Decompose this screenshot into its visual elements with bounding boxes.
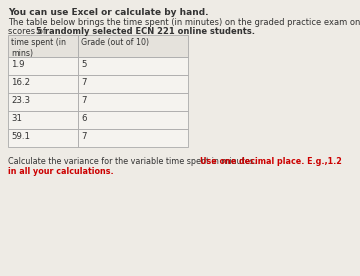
Text: in all your calculations.: in all your calculations. <box>8 167 114 176</box>
Text: The table below brings the time spent (in minutes) on the graded practice exam o: The table below brings the time spent (i… <box>8 18 360 27</box>
Bar <box>8 35 78 57</box>
Text: 1.9: 1.9 <box>11 60 24 69</box>
Text: 16.2: 16.2 <box>11 78 30 87</box>
Text: 7: 7 <box>81 96 86 105</box>
Text: 59.1: 59.1 <box>11 132 30 141</box>
Bar <box>8 93 78 111</box>
Bar <box>78 35 188 57</box>
Text: time spent (in
mins): time spent (in mins) <box>11 38 66 58</box>
Bar <box>78 111 188 129</box>
Text: Grade (out of 10): Grade (out of 10) <box>81 38 149 47</box>
Text: 7: 7 <box>81 132 86 141</box>
Bar <box>8 111 78 129</box>
Text: Calculate the variance for the variable time spent in minutes.: Calculate the variance for the variable … <box>8 157 259 166</box>
Bar <box>78 93 188 111</box>
Text: 23.3: 23.3 <box>11 96 30 105</box>
Text: You can use Excel or calculate by hand.: You can use Excel or calculate by hand. <box>8 8 208 17</box>
Bar <box>8 129 78 147</box>
Text: 7: 7 <box>81 78 86 87</box>
Text: Use one decimal place. E.g.,1.2: Use one decimal place. E.g.,1.2 <box>200 157 342 166</box>
Bar <box>8 75 78 93</box>
Text: scores of: scores of <box>8 27 49 36</box>
Text: 6: 6 <box>81 114 86 123</box>
Bar <box>8 57 78 75</box>
Text: 31: 31 <box>11 114 22 123</box>
Bar <box>78 129 188 147</box>
Bar <box>78 57 188 75</box>
Text: 5: 5 <box>81 60 86 69</box>
Text: 5 randomly selected ECN 221 online students.: 5 randomly selected ECN 221 online stude… <box>36 27 255 36</box>
Bar <box>78 75 188 93</box>
